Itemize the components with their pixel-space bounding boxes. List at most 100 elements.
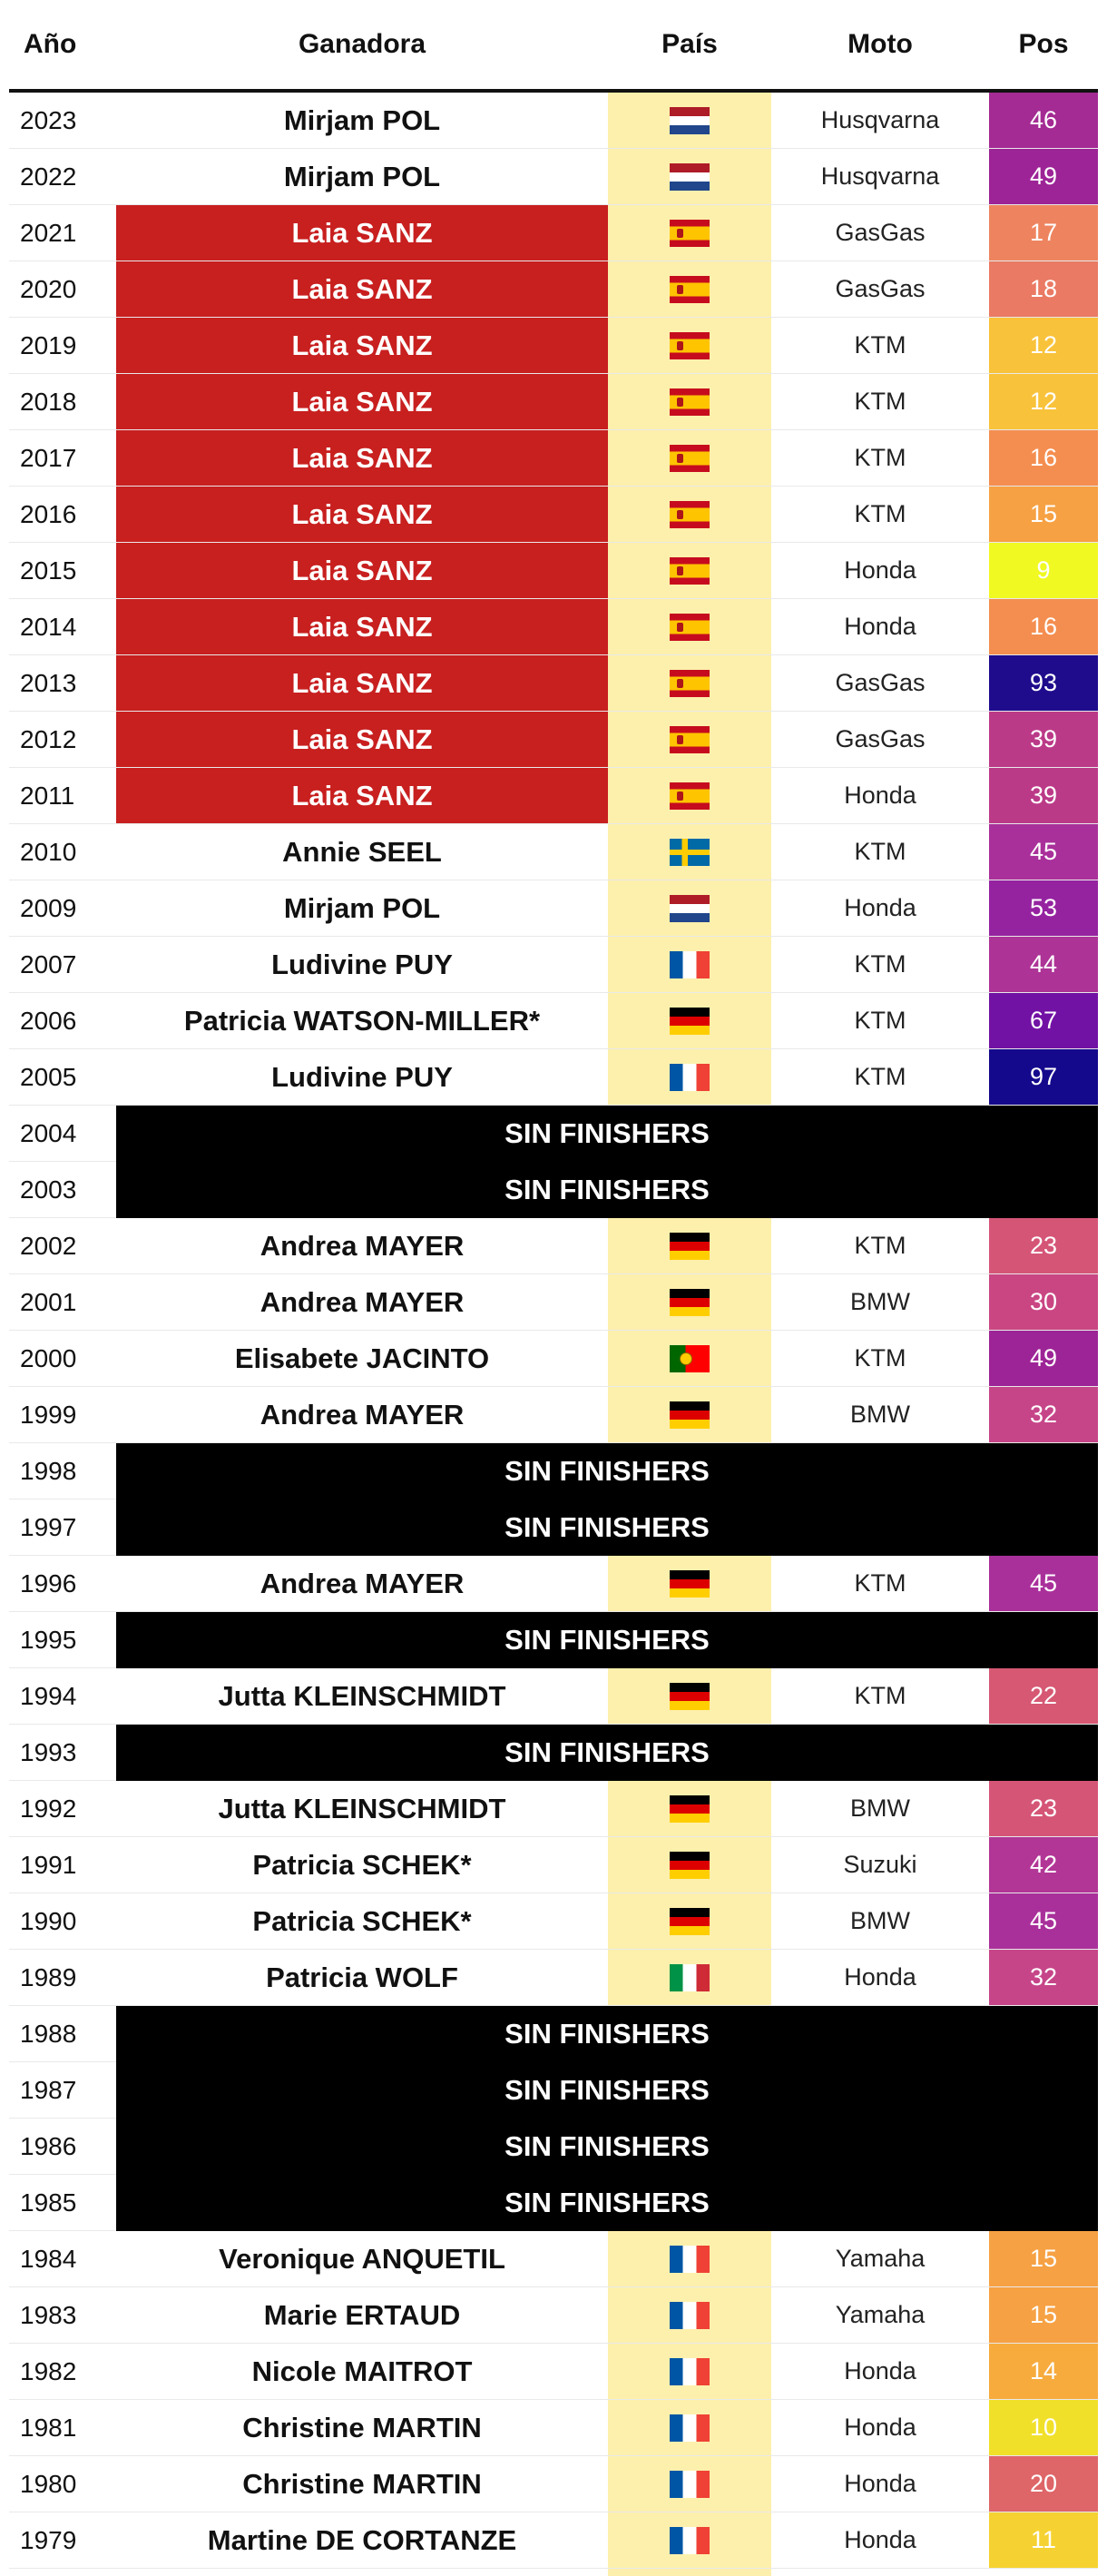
- position-cell: 18: [989, 261, 1098, 318]
- country-cell: [608, 2230, 771, 2287]
- winner-name: Martine DE CORTANZE: [116, 2512, 608, 2569]
- bike-cell: KTM: [771, 373, 989, 430]
- position-cell: 49: [989, 148, 1098, 205]
- position-cell: 97: [989, 1048, 1098, 1106]
- country-cell: [608, 711, 771, 768]
- position-cell: 45: [989, 1893, 1098, 1950]
- winner-name: Patricia SCHEK*: [116, 1893, 608, 1950]
- country-cell: [608, 1273, 771, 1331]
- winner-name: Andrea MAYER: [116, 1555, 608, 1612]
- bike-cell: Husqvarna: [771, 91, 989, 149]
- table-row: 2001 Andrea MAYER BMW 30: [9, 1273, 1098, 1331]
- flag-de-icon: [670, 1288, 710, 1316]
- flag-fr-icon: [670, 2245, 710, 2273]
- country-cell: [608, 1893, 771, 1950]
- bike-cell: KTM: [771, 936, 989, 993]
- header-row: Año Ganadora País Moto Pos: [9, 0, 1098, 93]
- winner-name: Mirjam POL: [116, 91, 608, 149]
- position-cell: 32: [989, 1386, 1098, 1443]
- country-cell: [608, 317, 771, 374]
- flag-es-icon: [670, 556, 710, 585]
- flag-pt-icon: [670, 1344, 710, 1372]
- header-country: País: [608, 0, 771, 93]
- bike-cell: BMW: [771, 1893, 989, 1950]
- year-cell: 2006: [9, 992, 116, 1049]
- flag-de-icon: [670, 1682, 710, 1710]
- table-row: 2017 Laia SANZ KTM 16: [9, 429, 1098, 487]
- country-cell: [608, 542, 771, 599]
- bike-cell: Honda: [771, 2343, 989, 2400]
- bike-cell: KTM: [771, 1667, 989, 1725]
- flag-se-icon: [670, 838, 710, 866]
- bike-cell: BMW: [771, 1780, 989, 1837]
- winner-name: Laia SANZ: [116, 373, 608, 430]
- table-row: 2012 Laia SANZ GasGas 39: [9, 711, 1098, 768]
- position-cell: 42: [989, 1836, 1098, 1893]
- winner-name: Ludivine PUY: [116, 1048, 608, 1106]
- year-cell: 2014: [9, 598, 116, 655]
- table-row: 2009 Mirjam POL Honda 53: [9, 880, 1098, 937]
- year-cell: 1979: [9, 2512, 116, 2569]
- year-cell: 2005: [9, 1048, 116, 1106]
- table-row: 1981 Christine MARTIN Honda 10: [9, 2399, 1098, 2456]
- table-row: 1979 Martine DE CORTANZE Honda 11: [9, 2512, 1098, 2569]
- table-row: 1988 SIN FINISHERS: [9, 2005, 1098, 2062]
- no-finishers-banner: SIN FINISHERS: [116, 1442, 1098, 1499]
- country-cell: [608, 1217, 771, 1274]
- winner-name: Elisabete JACINTO: [116, 1330, 608, 1387]
- table-row: 1980 Christine MARTIN Honda 20: [9, 2455, 1098, 2512]
- year-cell: 1989: [9, 1949, 116, 2006]
- flag-es-icon: [670, 275, 710, 303]
- country-cell: [608, 91, 771, 149]
- bike-cell: Honda: [771, 2455, 989, 2512]
- year-cell: 2011: [9, 767, 116, 824]
- country-cell: [608, 1048, 771, 1106]
- winner-name: Christine MARTIN: [116, 2455, 608, 2512]
- flag-es-icon: [670, 219, 710, 247]
- table-row: 2014 Laia SANZ Honda 16: [9, 598, 1098, 655]
- year-cell: 1995: [9, 1611, 116, 1668]
- year-cell: 1982: [9, 2343, 116, 2400]
- bike-cell: KTM: [771, 992, 989, 1049]
- country-cell: [608, 654, 771, 712]
- table-row: 2006 Patricia WATSON-MILLER* KTM 67: [9, 992, 1098, 1049]
- table-row: 2004 SIN FINISHERS: [9, 1105, 1098, 1162]
- country-cell: [608, 992, 771, 1049]
- table-body: 2023 Mirjam POL Husqvarna 46 2022 Mirjam POL H…: [9, 91, 1098, 2569]
- bike-cell: GasGas: [771, 204, 989, 261]
- position-cell: 22: [989, 1667, 1098, 1725]
- country-cell: [608, 2455, 771, 2512]
- year-cell: 2022: [9, 148, 116, 205]
- no-finishers-banner: SIN FINISHERS: [116, 2174, 1098, 2231]
- country-cell: [608, 373, 771, 430]
- flag-es-icon: [670, 388, 710, 416]
- year-cell: 1997: [9, 1499, 116, 1556]
- year-cell: 2019: [9, 317, 116, 374]
- position-cell: 30: [989, 1273, 1098, 1331]
- winner-name: Laia SANZ: [116, 542, 608, 599]
- country-cell: [608, 936, 771, 993]
- year-cell: 2001: [9, 1273, 116, 1331]
- position-cell: 23: [989, 1780, 1098, 1837]
- position-cell: 16: [989, 429, 1098, 487]
- country-cell: [608, 2512, 771, 2569]
- country-cell: [608, 486, 771, 543]
- flag-de-icon: [670, 1569, 710, 1598]
- winner-name: Andrea MAYER: [116, 1273, 608, 1331]
- position-cell: 15: [989, 486, 1098, 543]
- no-finishers-banner: SIN FINISHERS: [116, 2005, 1098, 2062]
- position-cell: 12: [989, 373, 1098, 430]
- winner-name: Laia SANZ: [116, 429, 608, 487]
- table-row: 2010 Annie SEEL KTM 45: [9, 823, 1098, 880]
- year-cell: 2004: [9, 1105, 116, 1162]
- winner-name: Laia SANZ: [116, 598, 608, 655]
- position-cell: 15: [989, 2286, 1098, 2344]
- bike-cell: GasGas: [771, 654, 989, 712]
- bike-cell: BMW: [771, 1273, 989, 1331]
- year-cell: 2016: [9, 486, 116, 543]
- bike-cell: Honda: [771, 2399, 989, 2456]
- flag-es-icon: [670, 331, 710, 359]
- position-cell: 32: [989, 1949, 1098, 2006]
- header-pos: Pos: [989, 0, 1098, 93]
- header-bike: Moto: [771, 0, 989, 93]
